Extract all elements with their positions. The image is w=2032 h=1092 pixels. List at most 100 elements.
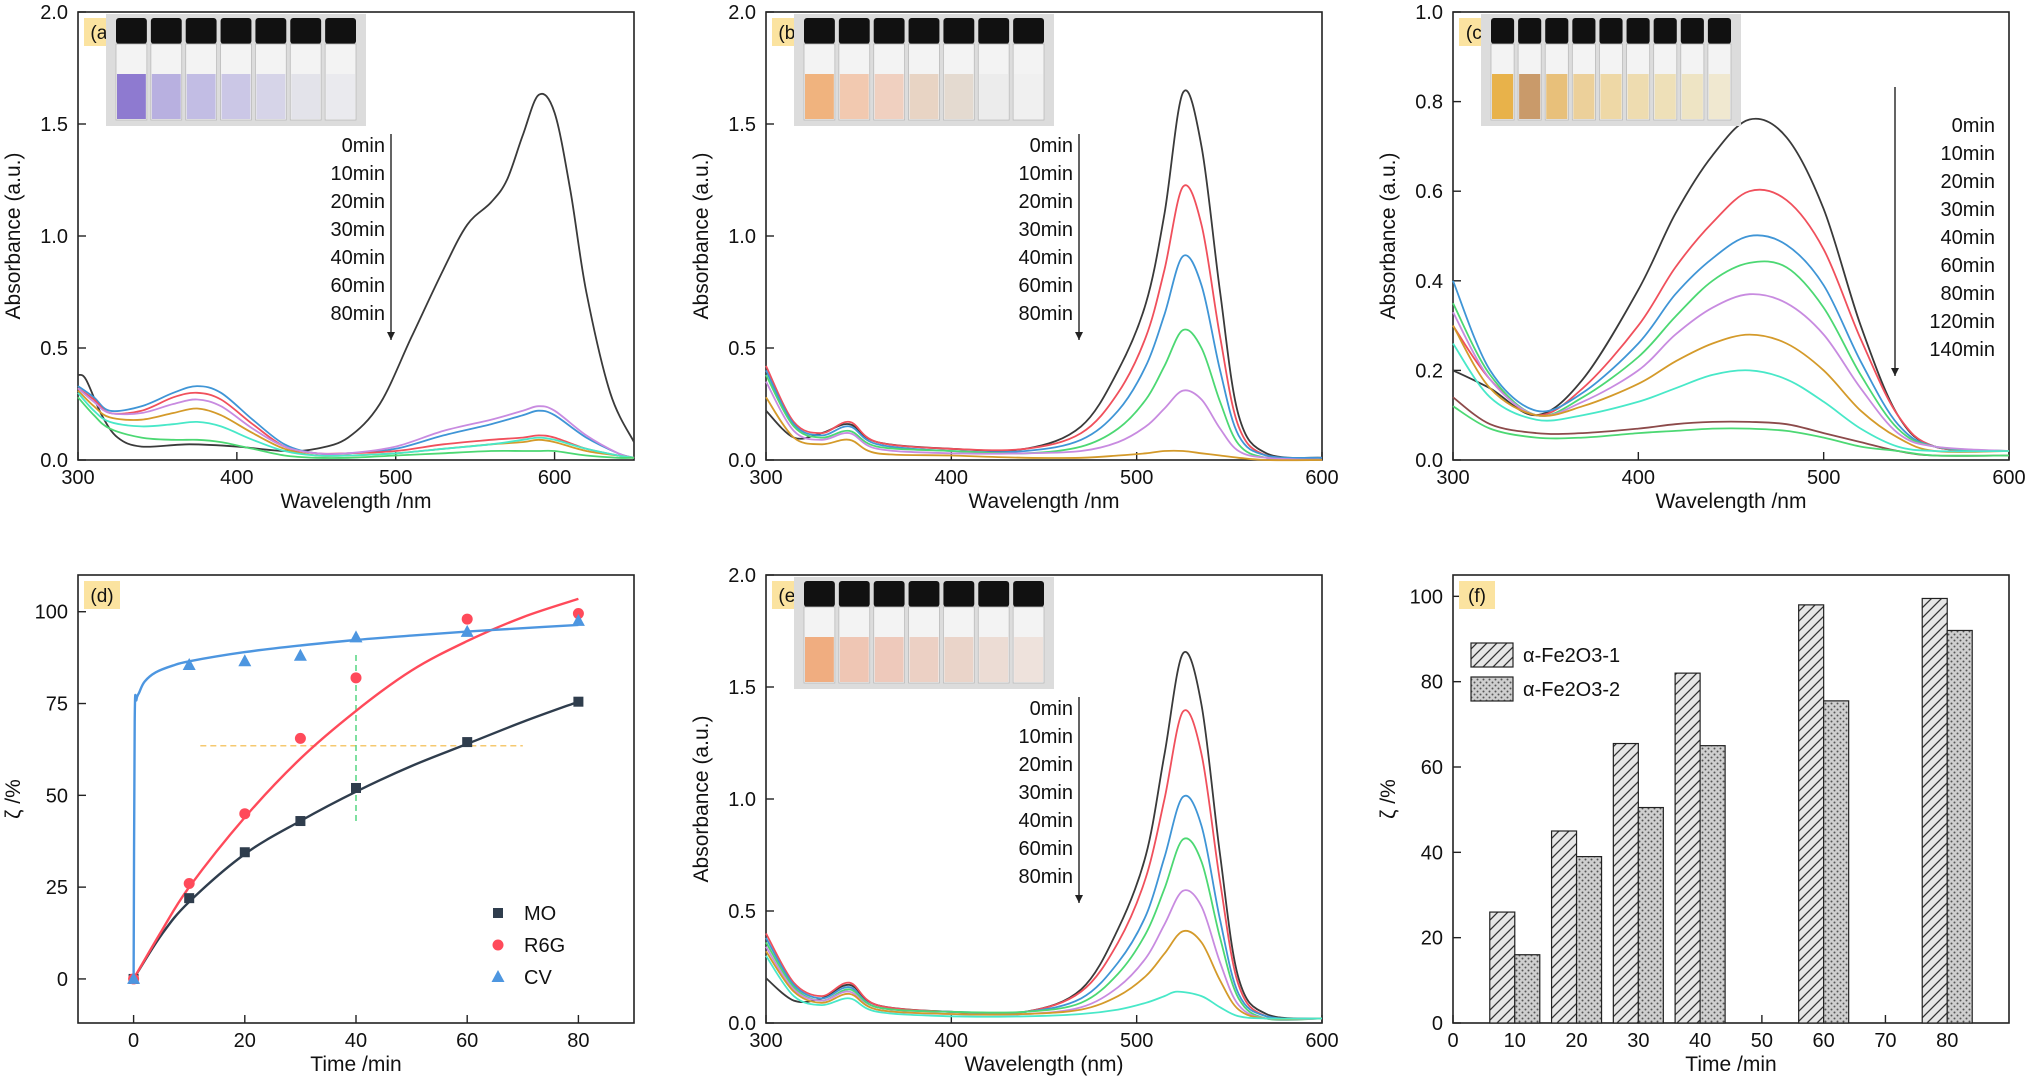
mo-point	[462, 737, 473, 748]
y-tick-label: 75	[46, 694, 68, 716]
spectrum-line	[1452, 234, 2010, 452]
time-label: 30min	[1019, 782, 1073, 804]
spectrum-line	[77, 387, 635, 459]
vial-solution	[1627, 74, 1649, 119]
time-label: 80min	[1019, 866, 1073, 888]
y-tick-label: 100	[35, 602, 68, 624]
bar-fe2o3-2	[1637, 806, 1664, 1024]
r6g-point	[572, 608, 584, 620]
x-tick-label: 70	[1874, 1030, 1896, 1052]
x-axis-title: Wavelength (nm)	[964, 1053, 1123, 1076]
spectrum-line	[77, 92, 635, 453]
vial-cap	[943, 581, 975, 607]
legend-item: CV	[491, 967, 552, 989]
time-label: 40min	[331, 247, 385, 269]
y-axis: 0.0 0.5 1.0 1.5 2.0	[728, 2, 774, 472]
time-label: 20min	[331, 191, 385, 213]
plot-area	[1489, 597, 1973, 1024]
panel-a-uv-vis-chart: 300 400 500 600 0.0 0.5 1.0 1.5 2.0 Wavelength /n…	[2, 2, 635, 513]
y-tick-label: 2.0	[728, 2, 756, 24]
y-tick-label: 0.2	[1415, 360, 1443, 382]
legend-marker	[491, 970, 505, 982]
x-tick-label: 500	[1120, 467, 1153, 489]
plot-area	[1452, 117, 2010, 457]
bar-fe2o3-2	[1575, 855, 1603, 1024]
vial-solution	[979, 74, 1009, 119]
x-tick-label: 20	[1565, 1030, 1587, 1052]
x-tick-label: 500	[1120, 1030, 1153, 1052]
time-label: 60min	[1019, 275, 1073, 297]
mo-point	[351, 782, 361, 793]
vial-solution	[221, 74, 251, 119]
vial-cap	[1013, 18, 1044, 44]
mo-point	[295, 816, 306, 827]
y-tick-label: 1.0	[40, 226, 68, 248]
y-tick-label: 2.0	[40, 2, 68, 24]
y-tick-label: 50	[46, 785, 68, 807]
time-label: 0min	[342, 135, 385, 157]
legend-label: α-Fe2O3-1	[1523, 645, 1620, 667]
x-tick-label: 600	[1992, 467, 2025, 489]
x-tick-label: 80	[1936, 1030, 1958, 1052]
vial-cap	[1707, 18, 1731, 44]
time-label: 80min	[1941, 283, 1995, 305]
spectrum-line	[765, 709, 1323, 1021]
spectrum-line	[1452, 325, 2010, 453]
vial-solution	[1519, 74, 1541, 119]
legend-label: CV	[524, 967, 552, 989]
time-label: 140min	[1929, 339, 1995, 361]
cv-point	[571, 613, 585, 626]
legend-marker	[492, 939, 504, 951]
time-label: 30min	[1019, 219, 1073, 241]
y-axis-title: ζ /%	[2, 779, 25, 819]
time-label: 0min	[1030, 698, 1073, 720]
spectrum-line	[765, 794, 1323, 1020]
vial-cap	[1545, 18, 1569, 44]
vial-solution	[1014, 637, 1043, 682]
time-label: 10min	[1019, 726, 1073, 748]
plot-area	[127, 597, 585, 985]
vial-cap	[220, 18, 252, 44]
mo-point	[184, 893, 195, 904]
bar-fe2o3-1	[1550, 830, 1578, 1024]
time-legend: 0min 10min 20min 30min 40min 60min 80min 120min…	[1891, 87, 1995, 376]
y-axis: 0.0 0.2 0.4 0.6 0.8 1.0	[1415, 2, 1461, 472]
mo-point	[573, 696, 584, 707]
vial-cap	[908, 581, 940, 607]
r6g-point	[294, 732, 306, 744]
x-axis: 300 400 500 600	[749, 452, 1339, 489]
y-tick-label: 0	[1432, 1013, 1443, 1035]
spectrum-line	[1452, 188, 2010, 452]
vial-cap	[978, 18, 1010, 44]
bar-fe2o3-1	[1921, 597, 1948, 1024]
x-axis: 0 20 40 60 80	[128, 1015, 590, 1052]
y-tick-label: 25	[46, 877, 68, 899]
y-tick-label: 0.5	[728, 338, 756, 360]
y-axis: 0 25 50 75 100	[35, 602, 86, 991]
cv-point	[293, 648, 307, 661]
x-tick-label: 400	[935, 1030, 968, 1052]
spectrum-line	[1452, 342, 2010, 453]
bar-fe2o3-2	[1823, 700, 1850, 1024]
x-tick-label: 30	[1627, 1030, 1649, 1052]
legend-item: α-Fe2O3-2	[1470, 676, 1620, 702]
legend-item: MO	[493, 903, 556, 925]
y-tick-label: 1.0	[728, 789, 756, 811]
x-tick-label: 60	[1813, 1030, 1835, 1052]
time-label: 10min	[1941, 143, 1995, 165]
y-axis-title: Absorbance (a.u.)	[1377, 153, 1400, 320]
spectrum-line	[765, 651, 1323, 1020]
y-tick-label: 0.4	[1415, 271, 1443, 293]
vial-cap	[116, 18, 147, 44]
time-label: 120min	[1929, 311, 1995, 333]
x-axis: 300 400 500 600	[749, 1015, 1339, 1052]
vial-solution	[1708, 74, 1730, 119]
y-tick-label: 20	[1421, 928, 1443, 950]
panel-c-uv-vis-chart: 300 400 500 600 0.0 0.2 0.4 0.6 0.8 1.0 Wavelength…	[1377, 2, 2026, 513]
spectrum-line	[77, 396, 635, 459]
vial-cap	[804, 581, 835, 607]
plot-area	[765, 651, 1323, 1021]
vial-solution	[839, 637, 869, 682]
y-tick-label: 0.8	[1415, 92, 1443, 114]
